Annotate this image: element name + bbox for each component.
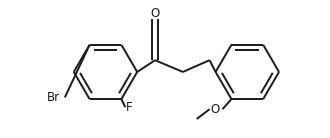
Text: O: O xyxy=(210,103,219,116)
Text: F: F xyxy=(126,101,133,114)
Text: O: O xyxy=(150,7,160,20)
Text: Br: Br xyxy=(47,91,59,104)
